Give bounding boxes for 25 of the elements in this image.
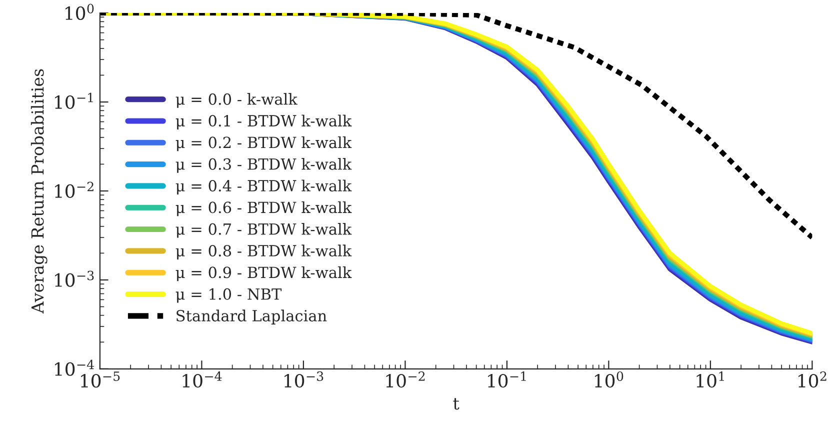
legend-label: μ = 0.7 - BTDW k-walk [176, 223, 352, 238]
x-tick-label: 10$^{−2}$ [386, 371, 425, 388]
x-axis-title: t [453, 398, 460, 410]
x-tick-label: 10$^{0}$ [595, 371, 624, 388]
y-tick-label: 10$^{−2}$ [55, 182, 94, 198]
x-tick-label: 10$^{−3}$ [284, 371, 324, 388]
y-axis-title: Average Return Probabilities [30, 69, 48, 314]
legend-label: μ = 0.4 - BTDW k-walk [176, 180, 352, 194]
y-tick-label: 10$^{−1}$ [55, 92, 93, 109]
x-tick-label: 10$^{−4}$ [182, 371, 222, 388]
legend-label: μ = 0.9 - BTDW k-walk [176, 266, 352, 282]
x-tick-label: 10$^{−1}$ [488, 371, 526, 388]
x-tick-label: 10$^{1}$ [696, 371, 724, 388]
legend-label: μ = 0.1 - BTDW k-walk [176, 114, 352, 130]
y-tick-label: 10$^{0}$ [66, 4, 94, 20]
legend-label: μ = 0.0 - k-walk [176, 93, 298, 108]
x-tick-label: 10$^{2}$ [798, 371, 826, 388]
legend-label: μ = 0.2 - BTDW k-walk [176, 136, 352, 152]
legend-label: μ = 0.3 - BTDW k-walk [176, 158, 352, 173]
legend-label: μ = 1.0 - NBT [176, 288, 282, 303]
y-tick-label: 10$^{−3}$ [55, 270, 94, 287]
legend-label: Standard Laplacian [176, 310, 327, 324]
legend-label: μ = 0.6 - BTDW k-walk [176, 201, 352, 216]
legend-label: μ = 0.8 - BTDW k-walk [176, 244, 352, 260]
x-tick-label: 10$^{−5}$ [81, 372, 120, 388]
